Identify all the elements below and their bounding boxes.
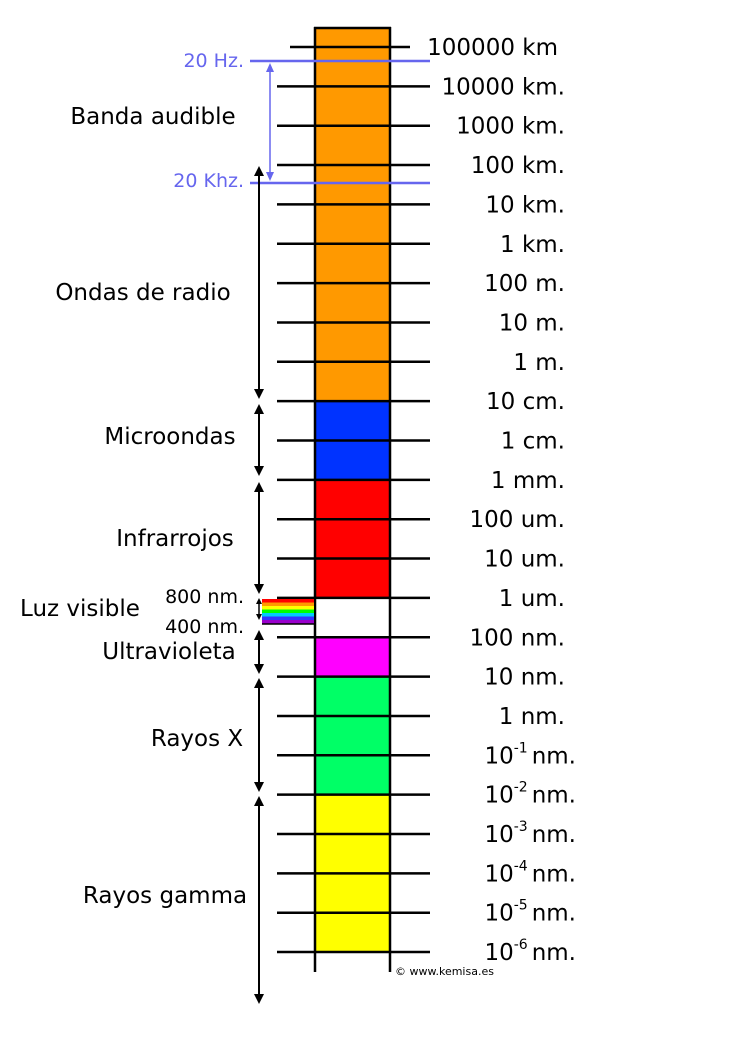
credit-text: © www.kemisa.es: [395, 965, 494, 978]
scale-label: 1 nm.: [499, 704, 565, 730]
infrared-arrow: [254, 482, 264, 594]
band-labels: Banda audible Ondas de radio Microondas …: [20, 104, 247, 909]
radio-segment: [315, 28, 390, 401]
scale-label: 1 cm.: [501, 429, 565, 455]
radio-label: Ondas de radio: [55, 280, 230, 306]
visible-arrow: [256, 598, 262, 620]
scale-label: 10-4 nm.: [484, 858, 576, 887]
nm800-label: 800 nm.: [165, 586, 244, 608]
scale-label: 10 nm.: [484, 665, 565, 691]
scale-label: 100 um.: [469, 507, 565, 533]
band-arrows: [254, 166, 264, 1004]
audible-arrow-head-up: [266, 63, 274, 72]
scale-label: 10 m.: [499, 310, 565, 336]
spectrum-column: [313, 26, 392, 972]
xray-segment: [315, 676, 390, 794]
scale-label: 10 um.: [484, 547, 565, 573]
microwave-arrow: [254, 404, 264, 476]
visible-rainbow: [262, 599, 314, 625]
ultraviolet-arrow: [254, 630, 264, 674]
audible-label: Banda audible: [70, 104, 235, 130]
infrared-segment: [315, 480, 390, 597]
ultraviolet-segment: [315, 637, 390, 676]
infrared-label: Infrarrojos: [116, 526, 234, 552]
scale-label: 100 m.: [484, 271, 565, 297]
scale-label: 10-1 nm.: [484, 740, 576, 769]
scale-label: 1 um.: [499, 586, 565, 612]
scale-label: 10 km.: [485, 192, 565, 218]
scale-label: 10000 km.: [441, 74, 565, 100]
visible-label: Luz visible: [20, 596, 140, 622]
gamma-label: Rayos gamma: [83, 883, 247, 909]
scale-label: 100 km.: [471, 153, 565, 179]
scale-label: 1 mm.: [491, 468, 565, 494]
nm400-label: 400 nm.: [165, 616, 244, 638]
scale-label: 1 m.: [513, 350, 565, 376]
microwave-label: Microondas: [104, 424, 235, 450]
scale-label: 10 cm.: [486, 389, 565, 415]
xray-label: Rayos X: [151, 726, 244, 752]
ultraviolet-label: Ultravioleta: [102, 639, 236, 665]
scale-ticks: [277, 45, 430, 954]
scale-labels: 100000 km 10000 km. 1000 km. 100 km. 10 km. 1…: [427, 35, 576, 966]
scale-label: 1 km.: [500, 232, 565, 258]
scale-label: 100 nm.: [469, 625, 565, 651]
scale-label: 1000 km.: [456, 114, 565, 140]
audible-band: 20 Hz. 20 Khz.: [173, 50, 430, 192]
scale-label: 10-6 nm.: [484, 937, 576, 966]
xray-arrow: [254, 678, 264, 792]
gamma-arrow: [254, 796, 264, 1004]
scale-label: 10-3 nm.: [484, 819, 576, 848]
visible-segment: [315, 597, 390, 637]
radio-arrow: [254, 166, 264, 399]
hz20-label: 20 Hz.: [183, 50, 244, 72]
khz20-label: 20 Khz.: [173, 170, 244, 192]
scale-label: 10-2 nm.: [484, 780, 576, 809]
scale-label: 100000 km: [427, 35, 558, 61]
audible-arrow-head-down: [266, 172, 274, 181]
scale-label: 10-5 nm.: [484, 898, 576, 927]
